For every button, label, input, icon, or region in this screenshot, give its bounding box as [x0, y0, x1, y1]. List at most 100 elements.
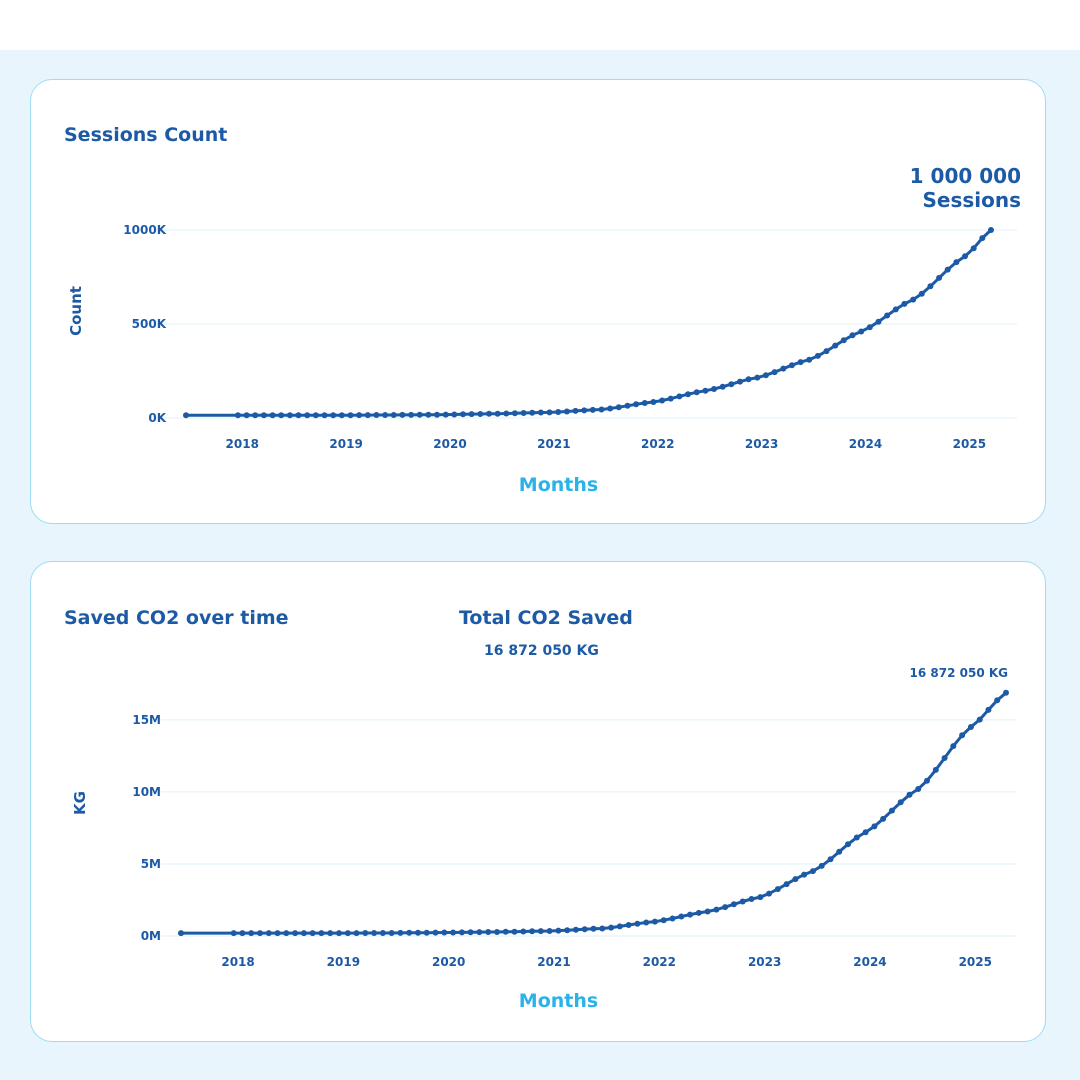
- data-point: [321, 412, 328, 419]
- data-point: [780, 365, 787, 372]
- data-point: [771, 369, 778, 376]
- data-point: [728, 381, 735, 388]
- data-point: [941, 755, 948, 761]
- data-point: [643, 919, 650, 926]
- data-point: [624, 402, 631, 409]
- data-point: [278, 412, 285, 419]
- data-point: [634, 920, 641, 927]
- data-point: [678, 913, 685, 920]
- data-point: [598, 406, 605, 413]
- data-point: [762, 372, 769, 379]
- data-point: [397, 929, 404, 936]
- data-point: [382, 412, 389, 418]
- data-point: [338, 412, 345, 419]
- x-tick-label: 2022: [643, 955, 676, 969]
- sessions-count-card: 0K 500K 1000K 2018 2019 2020 2021 2022 2023 2024 2…: [30, 79, 1046, 524]
- data-point: [353, 930, 360, 937]
- data-point: [959, 732, 966, 739]
- data-point: [563, 408, 570, 415]
- data-point: [650, 399, 657, 405]
- data-point: [818, 862, 825, 869]
- data-point: [667, 395, 674, 402]
- data-point: [766, 890, 772, 897]
- co2-end-value-label: 16 872 050 KG: [910, 666, 1008, 680]
- data-point: [897, 799, 904, 806]
- x-tick-label: 2022: [641, 437, 674, 451]
- data-point: [880, 815, 887, 822]
- data-point: [862, 829, 869, 836]
- data-point: [809, 868, 816, 875]
- data-point: [572, 926, 579, 933]
- data-point: [347, 412, 354, 419]
- data-point: [274, 930, 281, 937]
- data-point: [702, 387, 709, 394]
- data-point: [432, 929, 439, 936]
- x-tick-label: 2018: [226, 437, 259, 451]
- y-tick-label: 1000K: [123, 223, 166, 237]
- data-point: [364, 412, 371, 419]
- data-point: [546, 928, 553, 934]
- data-point: [924, 777, 930, 784]
- data-point: [442, 411, 449, 418]
- data-point: [801, 871, 808, 878]
- data-point: [695, 909, 702, 916]
- data-point: [555, 409, 562, 415]
- data-point: [988, 227, 994, 233]
- data-point: [388, 930, 395, 936]
- data-point: [783, 881, 790, 888]
- data-point: [722, 904, 729, 911]
- data-point: [467, 929, 474, 936]
- data-point: [460, 411, 466, 418]
- data-point: [704, 908, 711, 915]
- data-point: [994, 697, 1001, 704]
- sessions-total-unit: Sessions: [922, 188, 1021, 212]
- x-tick-label: 2019: [329, 437, 362, 451]
- data-point: [283, 930, 290, 937]
- data-point: [685, 391, 691, 398]
- data-point: [468, 411, 475, 418]
- data-point: [371, 930, 378, 936]
- x-axis-title: Months: [519, 990, 598, 1012]
- x-tick-label: 2024: [849, 437, 882, 451]
- data-point: [659, 397, 666, 404]
- data-point: [884, 312, 891, 319]
- data-point: [451, 411, 458, 418]
- data-point: [485, 929, 492, 935]
- data-point: [450, 929, 457, 936]
- data-point: [408, 411, 415, 418]
- data-point: [304, 412, 311, 419]
- data-point: [572, 407, 579, 414]
- data-point: [669, 915, 676, 922]
- data-point: [503, 410, 510, 417]
- data-point: [858, 328, 865, 335]
- x-tick-label: 2023: [748, 955, 781, 969]
- data-point: [537, 928, 544, 935]
- y-axis-title: Count: [67, 286, 85, 336]
- data-point: [599, 925, 606, 932]
- y-tick-label: 10M: [132, 785, 161, 799]
- data-point: [875, 318, 882, 325]
- data-point: [976, 716, 983, 723]
- data-point: [248, 930, 255, 937]
- data-point: [178, 930, 184, 937]
- data-point: [399, 411, 406, 418]
- data-point: [477, 411, 484, 417]
- data-point: [243, 412, 250, 419]
- data-point: [309, 930, 316, 937]
- data-point: [494, 410, 501, 417]
- data-point: [792, 876, 799, 883]
- data-point: [641, 400, 648, 406]
- data-point: [416, 411, 423, 418]
- data-point: [486, 410, 492, 417]
- data-point: [719, 383, 726, 390]
- x-tick-label: 2025: [959, 955, 992, 969]
- y-tick-label: 500K: [132, 317, 167, 331]
- data-point: [853, 834, 860, 841]
- data-point: [239, 930, 246, 937]
- data-point: [390, 412, 397, 418]
- data-point: [927, 283, 934, 290]
- data-point: [944, 266, 951, 273]
- data-point: [546, 409, 553, 416]
- data-point: [788, 362, 795, 369]
- data-point: [936, 274, 943, 281]
